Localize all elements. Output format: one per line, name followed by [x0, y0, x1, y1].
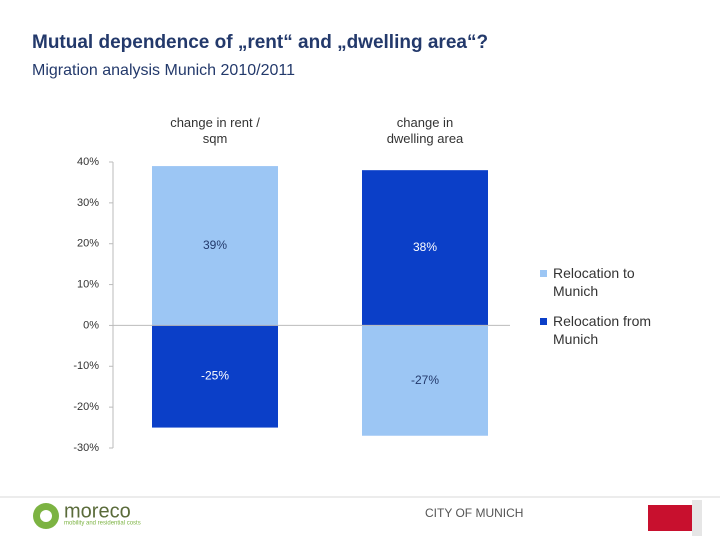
- legend-swatch: [540, 270, 547, 277]
- footer-text: CITY OF MUNICH: [425, 506, 523, 520]
- value-label: -27%: [411, 373, 439, 387]
- y-tick-label: 40%: [77, 156, 99, 168]
- value-label: 38%: [413, 240, 437, 254]
- legend-label: Relocation to Munich: [553, 265, 635, 299]
- subtitle: Migration analysis Munich 2010/2011: [32, 62, 295, 79]
- x-tick-label: change in dwelling area: [386, 115, 464, 146]
- y-tick-label: -10%: [73, 360, 99, 372]
- emblem-side: [692, 500, 702, 536]
- y-tick-label: 30%: [77, 197, 99, 209]
- y-tick-label: 10%: [77, 278, 99, 290]
- logo-tagline: mobility and residential costs: [64, 521, 141, 527]
- y-tick-label: -20%: [73, 401, 99, 413]
- y-tick-label: 20%: [77, 238, 99, 250]
- bar: [152, 325, 278, 428]
- bar: [362, 325, 488, 436]
- y-tick-label: 0%: [83, 319, 99, 331]
- legend-label: Relocation from Munich: [553, 313, 652, 347]
- title: Mutual dependence of „rent“ and „dwellin…: [32, 32, 489, 53]
- logo: moreco: [64, 500, 131, 522]
- bar: [362, 170, 488, 326]
- x-tick-label: change in rent / sqm: [170, 115, 260, 146]
- legend-swatch: [540, 318, 547, 325]
- bar: [152, 166, 278, 326]
- value-label: 39%: [203, 238, 227, 252]
- logo-icon-inner: [40, 510, 52, 522]
- y-tick-label: -30%: [73, 442, 99, 454]
- emblem: [648, 505, 692, 531]
- value-label: -25%: [201, 369, 229, 383]
